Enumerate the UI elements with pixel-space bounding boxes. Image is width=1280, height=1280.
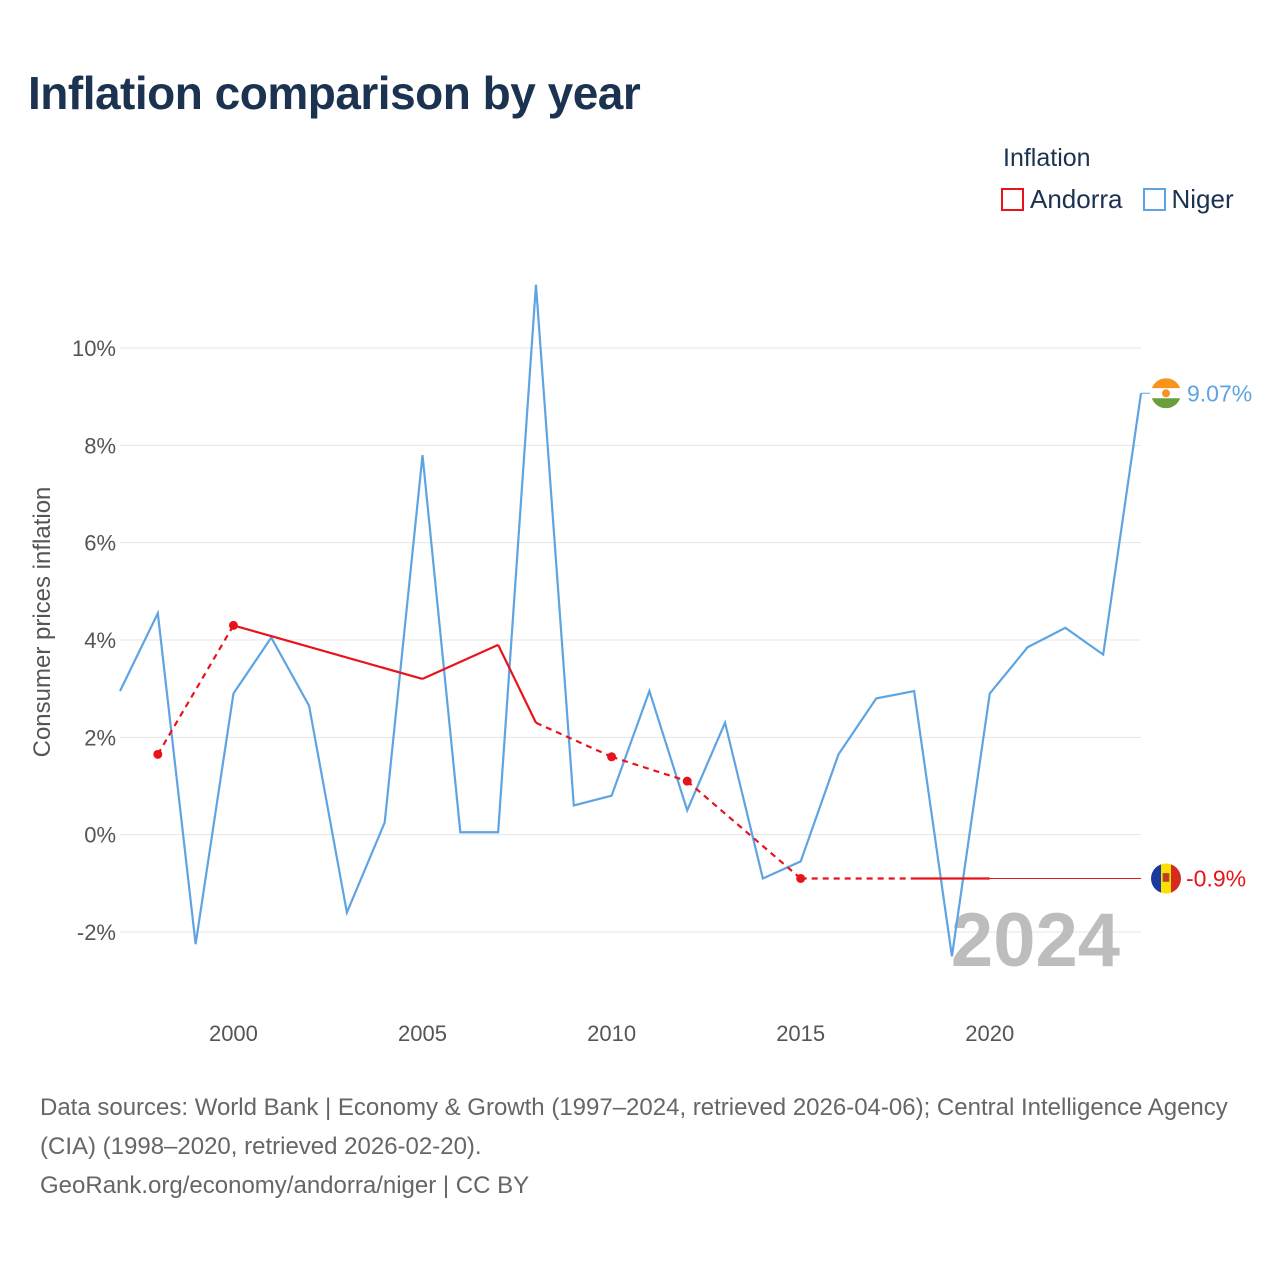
legend-label-andorra: Andorra bbox=[1030, 184, 1123, 214]
data-point-andorra bbox=[796, 873, 806, 883]
x-tick-label: 2020 bbox=[965, 1021, 1014, 1046]
series-segment-andorra bbox=[233, 624, 423, 680]
series-segment-andorra-estimated bbox=[156, 624, 235, 755]
line-chart: -2% 0% 2% 4% 6% 8% 10% 2000 2005 2010 2015 2020 Co… bbox=[29, 284, 1252, 1046]
legend: Andorra Niger bbox=[1001, 184, 1234, 215]
x-tick-label: 2005 bbox=[398, 1021, 447, 1046]
flag-andorra-icon bbox=[1151, 863, 1181, 894]
series-layer bbox=[119, 284, 1143, 957]
y-tick-label: 0% bbox=[84, 823, 116, 848]
end-flags: 9.07% -0.9% bbox=[1141, 378, 1252, 894]
x-tick-label: 2015 bbox=[776, 1021, 825, 1046]
series-segment-andorra-estimated bbox=[686, 780, 802, 880]
end-label-andorra: -0.9% bbox=[1186, 865, 1246, 891]
data-point-andorra bbox=[607, 752, 617, 762]
data-point-andorra bbox=[153, 749, 163, 759]
chart-title: Inflation comparison by year bbox=[28, 67, 641, 119]
legend-label-niger: Niger bbox=[1171, 184, 1234, 214]
series-segment-andorra bbox=[497, 644, 537, 724]
current-year-watermark: 2024 bbox=[951, 898, 1120, 983]
y-tick-label: 10% bbox=[72, 336, 116, 361]
y-tick-label: 4% bbox=[84, 628, 116, 653]
data-sources: Data sources: World Bank | Economy & Gro… bbox=[40, 1094, 1228, 1160]
legend-item-niger[interactable]: Niger bbox=[1142, 184, 1234, 215]
series-line-niger bbox=[119, 284, 1143, 957]
footer: Data sources: World Bank | Economy & Gro… bbox=[40, 1088, 1240, 1205]
data-point-andorra bbox=[228, 620, 238, 630]
legend-item-andorra[interactable]: Andorra bbox=[1001, 184, 1123, 215]
legend-title: Inflation bbox=[1003, 144, 1091, 172]
x-tick-label: 2010 bbox=[587, 1021, 636, 1046]
y-tick-label: -2% bbox=[77, 920, 116, 945]
y-axis-ticks: -2% 0% 2% 4% 6% 8% 10% bbox=[72, 336, 116, 945]
legend-swatch-andorra bbox=[1001, 188, 1024, 211]
legend-swatch-niger bbox=[1142, 188, 1166, 211]
data-point-andorra bbox=[682, 776, 692, 786]
flag-niger-icon bbox=[1151, 378, 1181, 409]
y-axis-label: Consumer prices inflation bbox=[29, 487, 56, 758]
series-segment-andorra-estimated bbox=[535, 721, 613, 758]
end-label-niger: 9.07% bbox=[1187, 380, 1252, 406]
series-segment-andorra-estimated bbox=[611, 755, 688, 783]
y-tick-label: 2% bbox=[84, 725, 116, 750]
credit-link[interactable]: GeoRank.org/economy/andorra/niger | CC B… bbox=[40, 1172, 530, 1199]
y-tick-label: 8% bbox=[84, 433, 116, 458]
x-tick-label: 2000 bbox=[209, 1021, 258, 1046]
y-tick-label: 6% bbox=[84, 531, 116, 556]
series-segment-andorra bbox=[422, 643, 499, 680]
x-axis-ticks: 2000 2005 2010 2015 2020 bbox=[209, 1021, 1014, 1046]
gridlines bbox=[120, 347, 1141, 933]
